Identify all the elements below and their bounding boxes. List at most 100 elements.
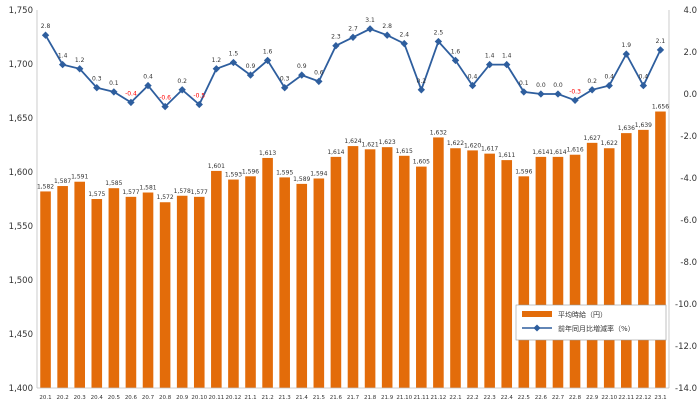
bar-value-label: 1,605: [413, 159, 430, 166]
bar-value-label: 1,582: [37, 183, 54, 190]
line-marker: [417, 86, 426, 94]
bar-value-label: 1,578: [174, 188, 191, 195]
x-tick-label: 21.2: [261, 395, 273, 401]
line-marker: [178, 86, 186, 94]
right-tick-label: -6.0: [680, 216, 697, 226]
line-marker: [144, 81, 152, 90]
x-tick-label: 22.4: [501, 395, 514, 401]
bar: [586, 142, 598, 388]
line-marker: [93, 84, 101, 92]
right-tick-label: -12.0: [675, 342, 697, 352]
bar-value-label: 1,656: [652, 104, 669, 111]
bar: [330, 156, 342, 388]
bar-value-label: 1,572: [157, 194, 174, 201]
bar-value-label: 1,596: [515, 168, 532, 175]
legend: 平均時給（円） 前年同月比増減率（%）: [515, 304, 667, 341]
line-marker: [315, 77, 323, 86]
x-tick-label: 22.3: [484, 395, 497, 401]
bar: [296, 183, 308, 388]
line-marker: [280, 84, 289, 92]
x-tick-label: 20.3: [74, 395, 87, 401]
line-value-label: 1.2: [212, 57, 222, 64]
bar: [228, 179, 239, 388]
x-tick-label: 20.2: [56, 395, 68, 401]
line-value-label: 0.9: [297, 63, 307, 70]
bar: [518, 176, 530, 388]
line-marker: [229, 58, 238, 67]
bar-value-label: 1,627: [584, 135, 601, 142]
x-tick-label: 22.2: [466, 395, 478, 401]
bar-value-label: 1,593: [225, 172, 242, 179]
bar: [40, 191, 51, 388]
bar-value-label: 1,620: [464, 142, 481, 149]
line-value-label: -0.5: [193, 93, 205, 100]
bar-value-label: 1,614: [532, 149, 549, 156]
x-tick-label: 20.6: [125, 395, 138, 401]
line-value-label: 1.9: [622, 42, 632, 49]
line-value-label: 3.1: [365, 17, 375, 24]
right-tick-label: -2.0: [680, 132, 697, 142]
x-tick-label: 22.8: [569, 395, 582, 401]
line-value-label: -0.3: [569, 88, 581, 95]
bar: [108, 188, 120, 388]
right-tick-label: -10.0: [675, 300, 697, 310]
legend-label-bars: 平均時給（円）: [558, 310, 607, 319]
x-tick-label: 20.5: [108, 395, 121, 401]
line-marker: [605, 81, 613, 90]
line-value-label: -0.6: [159, 95, 171, 102]
line-value-label: 2.8: [41, 23, 51, 30]
line-marker: [554, 90, 562, 98]
line-value-label: 1.6: [263, 48, 273, 55]
left-tick-label: 1,650: [9, 114, 33, 124]
bar: [193, 196, 205, 388]
bar: [91, 199, 103, 388]
line-value-label: 0.2: [587, 78, 597, 85]
bar-value-label: 1,577: [122, 189, 139, 196]
left-tick-label: 1,500: [9, 276, 33, 286]
left-axis: 1,400 1,450 1,500 1,550 1,600 1,650 1,700 1,750: [9, 6, 38, 394]
x-tick-label: 21.6: [330, 395, 343, 401]
line-value-label: 0.0: [553, 82, 563, 89]
bar: [313, 178, 325, 388]
right-tick-label: -8.0: [680, 258, 697, 268]
line-marker: [400, 39, 408, 48]
line-value-label: 1.4: [502, 53, 512, 60]
line-value-label: 1.4: [58, 53, 68, 60]
legend-box: [515, 304, 667, 341]
bar-value-label: 1,596: [242, 168, 259, 175]
line-marker: [503, 60, 511, 69]
x-tick-label: 20.4: [91, 395, 104, 401]
left-tick-label: 1,750: [9, 6, 33, 16]
x-tick-label: 22.5: [518, 395, 531, 401]
bar-value-label: 1,589: [293, 176, 310, 183]
x-tick-label: 22.10: [601, 395, 617, 401]
line-value-label: 2.1: [656, 38, 666, 45]
bar: [484, 153, 495, 388]
bar-value-label: 1,621: [361, 141, 378, 148]
legend-label-line: 前年同月比増減率（%）: [558, 324, 635, 333]
line-value-label: 1.2: [75, 57, 85, 64]
x-tick-label: 20.10: [191, 395, 207, 401]
bar-value-label: 1,636: [618, 125, 635, 132]
bar: [467, 150, 478, 388]
x-tick-label: 20.11: [208, 395, 224, 401]
line-value-label: 0.1: [109, 80, 119, 87]
legend-swatch-bars: [522, 311, 552, 317]
bar: [655, 111, 666, 389]
bar-value-label: 1,575: [88, 191, 105, 198]
bar-value-label: 1,622: [601, 140, 618, 147]
bar: [569, 154, 581, 388]
x-tick-label: 21.11: [413, 395, 429, 401]
bar: [621, 133, 632, 388]
x-tick-label: 20.9: [176, 395, 189, 401]
line-marker: [110, 88, 118, 96]
bar: [433, 137, 444, 388]
bar: [364, 149, 376, 388]
bar-series: [40, 111, 666, 389]
x-tick-label: 20.1: [39, 395, 51, 401]
line-marker: [639, 81, 648, 90]
bar: [552, 156, 564, 388]
x-tick-label: 21.10: [396, 395, 412, 401]
line-value-label: 0.2: [177, 78, 187, 85]
line-marker: [383, 31, 391, 39]
